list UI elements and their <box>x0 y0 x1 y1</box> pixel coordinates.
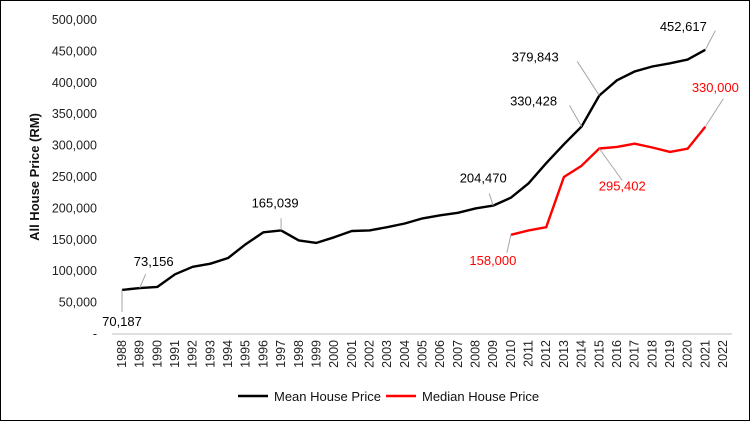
data-label: 73,156 <box>134 254 174 269</box>
x-tick-label: 2019 <box>663 340 677 368</box>
data-label: 452,617 <box>660 19 707 34</box>
data-label-leader <box>576 61 600 96</box>
x-tick-label: 2001 <box>345 340 359 368</box>
x-tick-label: 2008 <box>469 340 483 368</box>
x-tick-label: 2015 <box>592 340 606 368</box>
data-label-leader <box>139 273 147 289</box>
x-tick-label: 2000 <box>327 340 341 368</box>
data-label-leader <box>488 193 494 206</box>
x-tick-label: 2016 <box>610 340 624 368</box>
x-tick-label: 1989 <box>133 340 147 368</box>
data-label: 158,000 <box>469 253 516 268</box>
data-label-leader <box>598 148 623 181</box>
data-label: 70,187 <box>102 314 142 329</box>
x-tick-label: 2013 <box>557 340 571 368</box>
y-tick-label: 450,000 <box>52 44 97 58</box>
x-tick-label: 2012 <box>539 340 553 368</box>
y-tick-label: 350,000 <box>52 107 97 121</box>
data-label: 295,402 <box>599 178 646 193</box>
y-tick-label: 150,000 <box>52 233 97 247</box>
x-tick-label: 1992 <box>186 340 200 368</box>
x-tick-label: 1990 <box>150 340 164 368</box>
x-tick-label: 2003 <box>380 340 394 368</box>
data-label-leader <box>506 234 512 253</box>
y-axis-label: All House Price (RM) <box>27 113 42 241</box>
x-tick-label: 2022 <box>716 340 730 368</box>
data-label-leader <box>569 105 583 127</box>
y-tick-label: 100,000 <box>52 264 97 278</box>
x-tick-label: 2010 <box>504 340 518 368</box>
data-label-leader <box>704 98 724 128</box>
x-tick-label: 2005 <box>416 340 430 368</box>
x-tick-label: 2007 <box>451 340 465 368</box>
data-label: 165,039 <box>252 195 299 210</box>
x-tick-label: 1994 <box>221 340 235 368</box>
x-axis-ticks: 1988 1989 1990 1991 1992 1993 1994 1995 1996 1997… <box>115 340 730 368</box>
x-tick-label: 1991 <box>168 340 182 368</box>
y-tick-label: - <box>93 327 97 341</box>
x-tick-label: 2011 <box>522 340 536 367</box>
legend-label: Mean House Price <box>274 389 381 404</box>
data-labels: 70,187 73,156 165,039 204,470 330,428 379,843… <box>102 19 739 329</box>
x-tick-label: 2006 <box>433 340 447 368</box>
x-tick-label: 1996 <box>256 340 270 368</box>
x-tick-label: 1999 <box>309 340 323 368</box>
data-label: 204,470 <box>460 171 507 186</box>
data-label: 379,843 <box>512 49 559 64</box>
y-tick-label: 300,000 <box>52 139 97 153</box>
x-tick-label: 1997 <box>274 340 288 368</box>
data-label-leader <box>704 30 716 50</box>
legend-label: Median House Price <box>422 389 539 404</box>
x-tick-label: 1998 <box>292 340 306 368</box>
x-tick-label: 2018 <box>645 340 659 368</box>
x-tick-label: 2020 <box>681 340 695 368</box>
y-tick-label: 200,000 <box>52 201 97 215</box>
x-tick-label: 1993 <box>203 340 217 368</box>
y-tick-label: 500,000 <box>52 13 97 27</box>
legend: Mean House Price Median House Price <box>238 389 539 404</box>
x-tick-label: 2009 <box>486 340 500 368</box>
data-label: 330,000 <box>692 80 739 95</box>
x-tick-label: 2004 <box>398 340 412 368</box>
series-line <box>510 126 707 236</box>
x-tick-label: 2002 <box>362 340 376 368</box>
series-lines <box>121 48 707 292</box>
x-tick-label: 1995 <box>239 340 253 368</box>
x-tick-label: 2017 <box>628 340 642 368</box>
y-tick-label: 50,000 <box>59 296 97 310</box>
y-tick-label: 250,000 <box>52 170 97 184</box>
x-tick-label: 1988 <box>115 340 129 368</box>
data-label: 330,428 <box>510 93 557 108</box>
series-line <box>121 48 706 292</box>
y-axis-ticks: - 50,000 100,000 150,000 200,000 250,000 300,0… <box>52 13 97 341</box>
x-tick-label: 2014 <box>575 340 589 368</box>
x-tick-label: 2021 <box>698 340 712 368</box>
y-tick-label: 400,000 <box>52 76 97 90</box>
